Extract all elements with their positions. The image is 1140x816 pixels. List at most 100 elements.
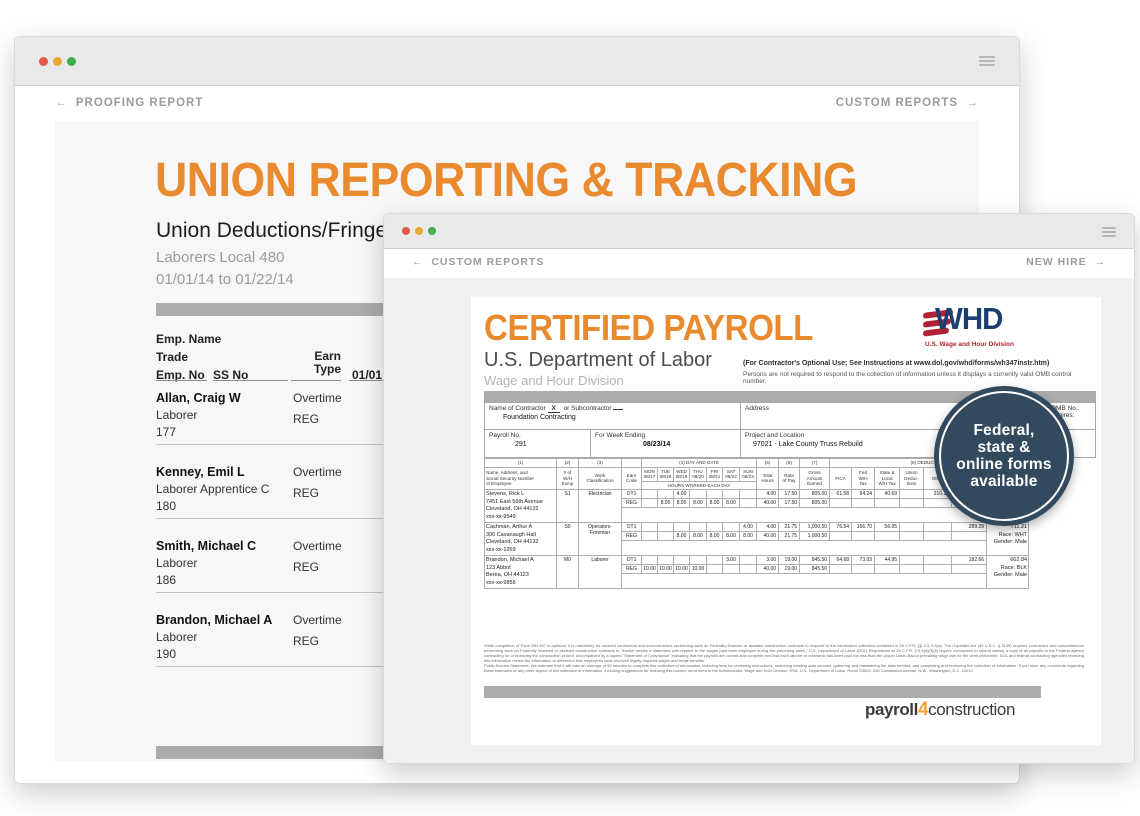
day-col: WED 08/19	[673, 466, 690, 482]
rate-cell: 17.50	[778, 498, 801, 508]
close-button[interactable]	[402, 227, 410, 235]
division-label: Wage and Hour Division	[484, 373, 624, 388]
window-controls	[402, 227, 436, 235]
contractor-name: Foundation Contracting	[503, 414, 576, 421]
nav-custom-reports[interactable]: ← CUSTOM REPORTS	[412, 256, 544, 268]
hours-cell	[641, 489, 658, 499]
total-hours-cell: 3.00	[756, 555, 780, 565]
empty-cell	[829, 498, 853, 508]
empty-cell	[851, 498, 876, 508]
employee-trade: Laborer Apprentice C	[156, 482, 270, 496]
gross-cell: 845.50	[799, 564, 831, 574]
earn-code-cell: REG	[621, 498, 642, 508]
gross-cell: 805.00	[799, 489, 831, 499]
rate-cell: 21.75	[778, 531, 801, 541]
rate-cell: 19.00	[778, 564, 801, 574]
minimize-button[interactable]	[415, 227, 423, 235]
exemptions-cell: S1	[556, 489, 579, 523]
maximize-button[interactable]	[67, 57, 76, 66]
hours-cell	[641, 531, 658, 541]
badge-line: online forms	[956, 456, 1052, 473]
badge-line: available	[970, 473, 1038, 490]
col7-num: (7)	[799, 458, 831, 468]
star-icon: ★	[988, 312, 1000, 327]
fed-tax-cell: 94.24	[851, 489, 876, 499]
minimize-button[interactable]	[53, 57, 62, 66]
employee-number: 186	[156, 573, 177, 587]
empty-cell	[923, 531, 953, 541]
badge-line: state &	[977, 439, 1031, 456]
fica-cell: 76.54	[829, 522, 853, 532]
report-subtitle: Union Deductions/Fringes	[156, 219, 398, 242]
state-tax-cell: 40.69	[874, 489, 901, 499]
badge-ring	[939, 391, 1069, 521]
earn-code-cell: REG	[621, 531, 642, 541]
ded-union-label: Union Deduc- tions	[899, 466, 925, 490]
hours-cell	[706, 522, 723, 532]
hours-cell: 8.00	[706, 531, 723, 541]
badge-line: Federal,	[973, 422, 1035, 439]
empty-cell	[899, 498, 925, 508]
empty-cell	[899, 564, 925, 574]
form-top-bar	[484, 391, 1096, 402]
hours-cell: 8.00	[657, 498, 674, 508]
col-emp-name: Emp. Name	[156, 332, 222, 346]
gross-cell: 805.00	[799, 498, 831, 508]
hours-cell: 8.00	[673, 531, 690, 541]
hours-cell	[673, 522, 690, 532]
employee-trade: Laborer	[156, 408, 198, 422]
fed-tax-cell: 73.03	[851, 555, 876, 565]
empty-cell	[851, 564, 876, 574]
badge-text: Federal, state & online forms available	[934, 386, 1074, 526]
employee-id-block: Stevens, Rick L 7451 East 56th Avenue Clev…	[484, 489, 557, 523]
classification-cell: Electrician	[578, 489, 622, 523]
maximize-button[interactable]	[428, 227, 436, 235]
col2-label: # of W/H Exmp	[556, 466, 579, 490]
hours-cell	[738, 555, 758, 565]
employee-name: Brandon, Michael A	[156, 613, 273, 627]
empty-cell	[620, 540, 988, 556]
nav-new-hire-label: NEW HIRE	[1026, 256, 1087, 268]
rate-cell: 21.75	[778, 522, 801, 532]
forms-available-badge: Federal, state & online forms available	[934, 386, 1074, 526]
earn-num-blank	[621, 458, 642, 468]
expires-label: Expires:	[1051, 412, 1075, 419]
window-controls	[39, 57, 76, 66]
nav-proofing-report[interactable]: ← PROOFING REPORT	[55, 97, 203, 109]
col3-num: (3)	[578, 458, 622, 468]
payroll-no-value: 291	[515, 441, 527, 448]
col-trade: Trade	[156, 350, 189, 364]
total-hours-cell: 40.00	[756, 531, 780, 541]
nav-new-hire[interactable]: NEW HIRE →	[1026, 256, 1106, 268]
day-col: SUN 08/23	[738, 466, 758, 482]
omb-label: OMB No.:	[1051, 405, 1080, 412]
project-label: Project and Location	[745, 432, 805, 439]
ded-fica-label: FICA	[829, 466, 853, 490]
nav-custom-reports[interactable]: CUSTOM REPORTS →	[836, 97, 979, 109]
empty-cell	[899, 531, 925, 541]
col4-header: (4) DAY AND DATE	[640, 458, 758, 468]
hours-cell: 4.00	[673, 489, 690, 499]
hours-cell	[722, 489, 740, 499]
classification-cell: Laborer	[578, 555, 622, 589]
whd-acronym: WHD	[935, 301, 1003, 336]
hours-cell: 8.00	[706, 498, 723, 508]
employee-trade: Laborer	[156, 630, 198, 644]
total-ded-cell: 182.66	[951, 555, 988, 565]
logo-part2: 4	[917, 699, 929, 720]
hours-cell: 4.00	[738, 522, 758, 532]
day-col: TUE 08/18	[657, 466, 674, 482]
empty-cell	[874, 564, 901, 574]
col7-label: Gross Amount Earned	[799, 466, 831, 490]
fine-print-2: Public Burden Statement: We estimate tha…	[484, 663, 1084, 673]
classification-cell: Operators- Foreman	[578, 522, 622, 556]
day-col: FRI 08/21	[706, 466, 723, 482]
col5-label: Total Hours	[756, 466, 780, 490]
earn-type-2: REG	[293, 486, 320, 500]
hours-cell	[706, 489, 723, 499]
menu-icon[interactable]	[979, 54, 995, 68]
menu-icon[interactable]	[1102, 225, 1116, 239]
close-button[interactable]	[39, 57, 48, 66]
earn-type-2: REG	[293, 412, 320, 426]
day-col: MON 08/17	[641, 466, 658, 482]
